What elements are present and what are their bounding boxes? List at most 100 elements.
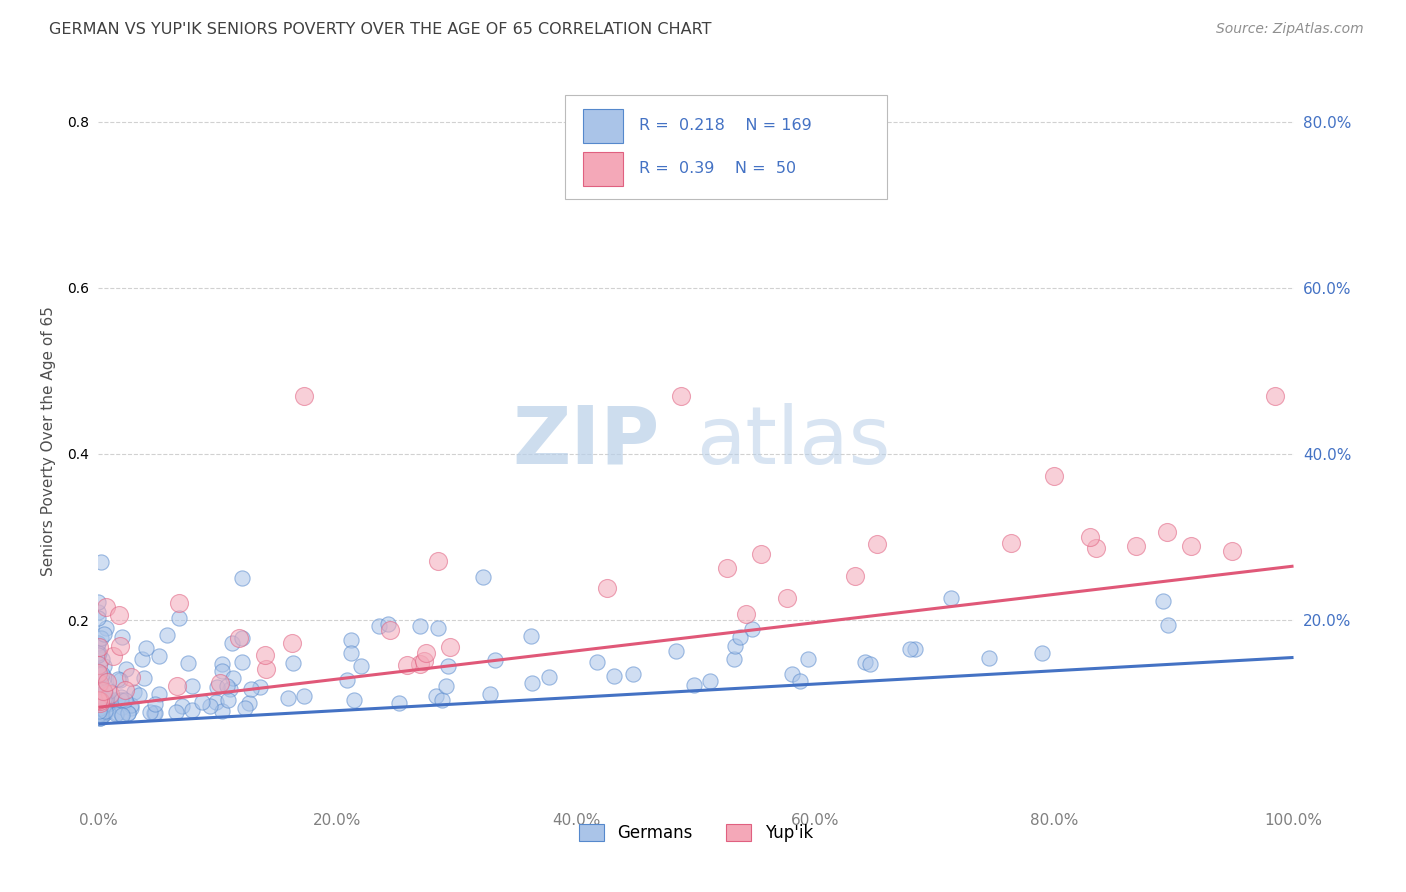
Point [96,621,118,635]
Point [91,684,114,698]
Point [87,692,110,706]
Point [94,685,117,699]
Point [87,698,110,713]
Point [281,656,304,670]
Point [432,692,454,706]
Point [782,666,804,681]
Point [87,703,110,717]
Point [776,591,799,605]
Point [87,636,110,650]
Point [939,591,962,605]
Point [340,646,363,660]
Point [128,688,150,702]
Point [898,641,921,656]
Point [89,698,111,712]
Point [87,646,110,660]
Point [111,630,134,644]
Point [380,624,402,638]
Point [108,673,131,688]
Point [89,690,111,705]
Bar [583,152,623,186]
Point [87,704,110,718]
Point [749,547,772,561]
Point [249,680,271,694]
Point [1152,594,1174,608]
Point [87,681,110,695]
Point [143,706,166,721]
Point [181,703,204,717]
Text: Source: ZipAtlas.com: Source: ZipAtlas.com [1216,22,1364,37]
Point [87,595,110,609]
Point [87,648,110,662]
Point [87,708,110,723]
Point [89,688,111,702]
Point [87,640,110,655]
Point [93,627,115,641]
Point [177,656,200,670]
Point [90,651,112,665]
Point [87,704,110,718]
Point [730,630,752,644]
Point [586,655,609,669]
Point [439,640,461,655]
Point [108,607,131,622]
Point [211,664,233,678]
Point [103,693,125,707]
Point [132,671,155,685]
Point [98,684,121,698]
Point [93,694,115,708]
Point [87,707,110,722]
Point [231,571,253,585]
Point [117,706,139,720]
Point [233,700,256,714]
Point [91,698,114,713]
Point [89,698,111,713]
Point [87,709,110,723]
Point [135,640,157,655]
Point [1125,539,1147,553]
Point [111,707,134,722]
Point [215,679,238,693]
Point [131,652,153,666]
Point [1085,541,1108,555]
Point [90,690,112,705]
Text: GERMAN VS YUP'IK SENIORS POVERTY OVER THE AGE OF 65 CORRELATION CHART: GERMAN VS YUP'IK SENIORS POVERTY OVER TH… [49,22,711,37]
Point [350,658,373,673]
Point [114,693,136,707]
Point [89,711,111,725]
Text: R =  0.218    N = 169: R = 0.218 N = 169 [638,118,811,133]
Point [683,678,706,692]
Point [294,689,316,703]
Point [87,665,110,680]
Point [90,701,112,715]
Point [110,706,132,721]
Point [859,657,882,672]
Point [734,607,756,621]
Point [437,659,460,673]
Point [1157,617,1180,632]
Point [101,648,124,663]
Point [94,704,117,718]
Point [91,709,114,723]
Point [117,706,139,721]
Point [1220,544,1243,558]
Point [844,569,866,583]
Point [741,622,763,636]
Point [90,709,112,723]
Point [238,696,260,710]
Point [91,690,114,705]
Point [415,646,437,660]
Point [89,696,111,710]
Point [90,667,112,681]
Point [143,698,166,712]
Point [797,652,820,666]
Point [716,560,738,574]
Point [1156,524,1178,539]
Legend: Germans, Yup'ik: Germans, Yup'ik [572,817,820,848]
Point [866,537,889,551]
Point [280,635,302,649]
Point [205,680,228,694]
FancyBboxPatch shape [565,95,887,200]
Point [87,605,110,619]
Point [221,636,243,650]
